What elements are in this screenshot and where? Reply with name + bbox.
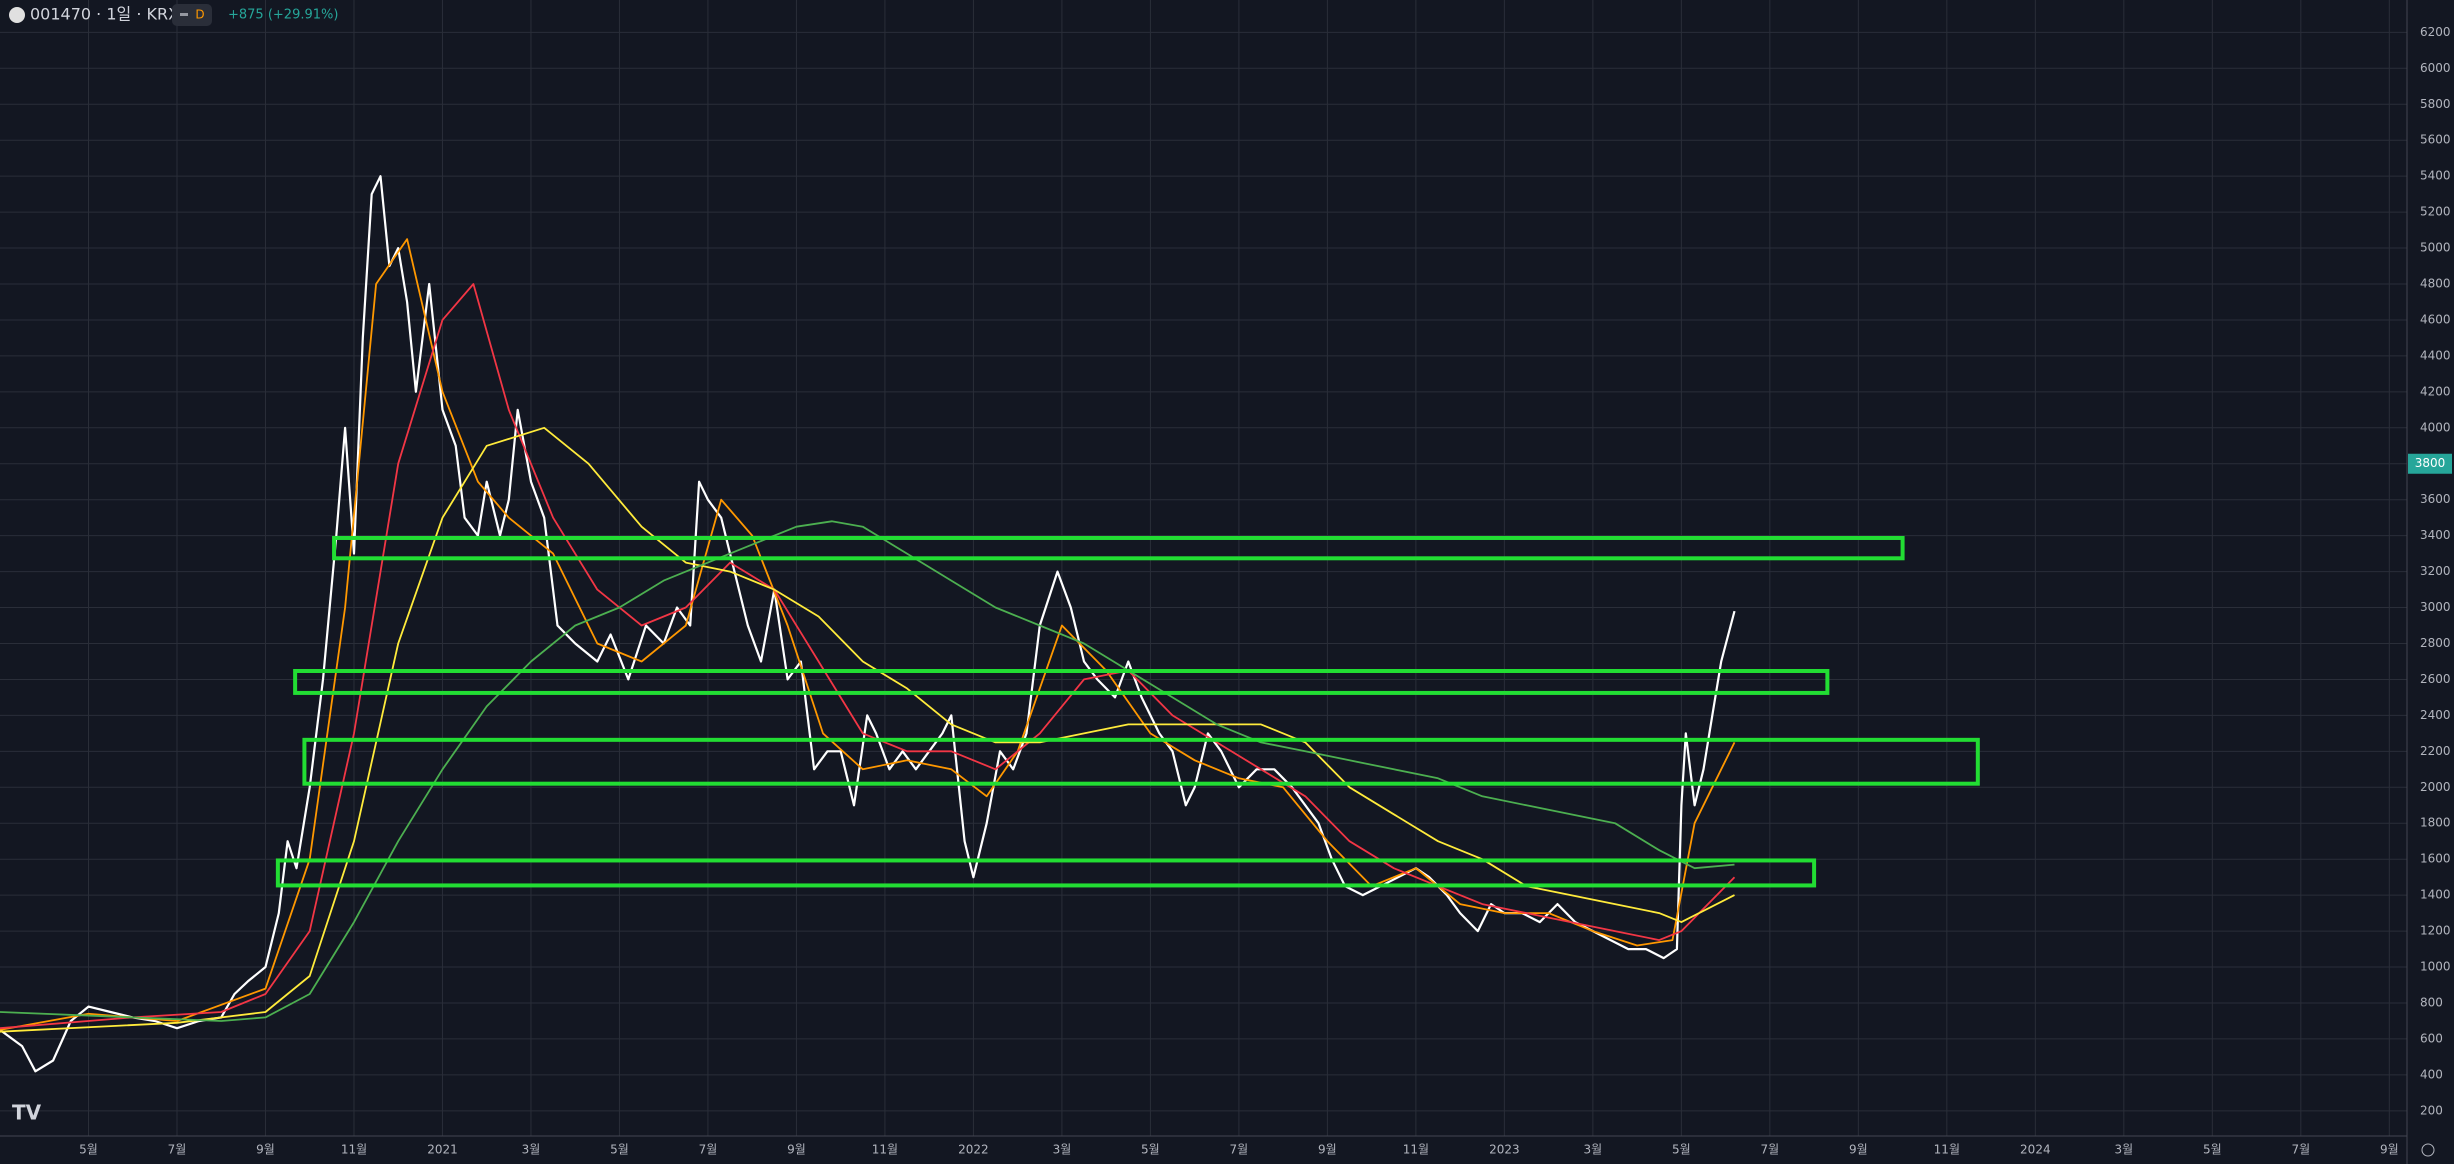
y-tick-label: 4800 <box>2420 277 2451 291</box>
last-price-label: 3800 <box>2415 456 2446 470</box>
y-tick-label: 600 <box>2420 1031 2443 1045</box>
x-tick-label: 7월 <box>168 1143 187 1157</box>
x-tick-label: 3월 <box>2114 1143 2133 1157</box>
grid <box>0 0 2407 1136</box>
x-tick-label: 11월 <box>341 1143 367 1157</box>
y-tick-label: 3200 <box>2420 564 2451 578</box>
price-line <box>0 175 1736 1073</box>
y-tick-label: 1200 <box>2420 924 2451 938</box>
symbol[interactable]: 001470 · 1일 · KRX <box>30 5 179 24</box>
y-tick-label: 3400 <box>2420 528 2451 542</box>
y-tick-label: 5600 <box>2420 133 2451 147</box>
x-tick-label: 5월 <box>1141 1143 1160 1157</box>
x-tick-label: 2021 <box>427 1143 458 1157</box>
x-tick-label: 11월 <box>1934 1143 1960 1157</box>
zone <box>275 858 1817 888</box>
zone <box>302 737 1980 786</box>
y-tick-label: 2400 <box>2420 708 2451 722</box>
x-tick-label: 7월 <box>699 1143 718 1157</box>
y-tick-label: 6000 <box>2420 61 2451 75</box>
x-tick-label: 9월 <box>787 1143 806 1157</box>
badge-icon <box>180 13 188 16</box>
y-tick-label: 800 <box>2420 995 2443 1009</box>
y-tick-label: 5200 <box>2420 205 2451 219</box>
y-tick-label: 4600 <box>2420 312 2451 326</box>
y-tick-label: 5000 <box>2420 241 2451 255</box>
y-tick-label: 4200 <box>2420 384 2451 398</box>
x-tick-label: 5월 <box>79 1143 98 1157</box>
y-tick-label: 6200 <box>2420 25 2451 39</box>
x-tick-label: 5월 <box>2203 1143 2222 1157</box>
y-tick-label: 2600 <box>2420 672 2451 686</box>
x-tick-label: 9월 <box>256 1143 275 1157</box>
y-tick-label: 5400 <box>2420 169 2451 183</box>
y-tick-label: 2800 <box>2420 636 2451 650</box>
x-tick-label: 7월 <box>1230 1143 1249 1157</box>
badge-bg <box>172 4 212 26</box>
y-tick-label: 4000 <box>2420 420 2451 434</box>
y-tick-label: 2000 <box>2420 780 2451 794</box>
x-tick-label: 3월 <box>1053 1143 1072 1157</box>
x-tick-label: 3월 <box>1584 1143 1603 1157</box>
badge: D <box>195 8 204 22</box>
x-tick-label: 2022 <box>958 1143 989 1157</box>
y-tick-label: 3000 <box>2420 600 2451 614</box>
change: +875 (+29.91%) <box>228 8 338 23</box>
y-tick-label: 1000 <box>2420 960 2451 974</box>
y-tick-label: 200 <box>2420 1103 2443 1117</box>
y-tick-label: 1600 <box>2420 852 2451 866</box>
x-tick-label: 9월 <box>1849 1143 1868 1157</box>
x-tick-label: 2023 <box>1489 1143 1520 1157</box>
x-tick-label: 11월 <box>1403 1143 1429 1157</box>
y-tick-label: 1800 <box>2420 816 2451 830</box>
x-tick-label: 5월 <box>1672 1143 1691 1157</box>
x-tick-label: 9월 <box>2380 1143 2399 1157</box>
last-price-box <box>2408 453 2452 474</box>
y-tick-label: 1400 <box>2420 888 2451 902</box>
y-tick-label: 400 <box>2420 1067 2443 1081</box>
price-line <box>0 520 1735 1022</box>
axes: 200 400 600 800 1000 1200 1400 1600 1800 2000 2200… <box>79 25 2452 1157</box>
settings-icon[interactable] <box>2421 1143 2435 1157</box>
y-tick-label: 3600 <box>2420 492 2451 506</box>
price-line <box>0 238 1736 1031</box>
x-tick-label: 11월 <box>872 1143 898 1157</box>
x-tick-label: 2024 <box>2020 1143 2051 1157</box>
y-tick-label: 2200 <box>2420 744 2451 758</box>
x-tick-label: 3월 <box>522 1143 541 1157</box>
x-tick-label: 7월 <box>2291 1143 2310 1157</box>
y-tick-label: 5800 <box>2420 97 2451 111</box>
x-tick-label: 7월 <box>1761 1143 1780 1157</box>
zone <box>293 668 1830 695</box>
x-tick-label: 9월 <box>1318 1143 1337 1157</box>
logo: TV <box>12 1101 42 1125</box>
price-line <box>0 283 1736 1030</box>
plot <box>0 175 1980 1073</box>
x-tick-label: 5월 <box>610 1143 629 1157</box>
y-tick-label: 4400 <box>2420 348 2451 362</box>
symbol-icon[interactable] <box>9 7 25 23</box>
zone <box>332 535 1905 561</box>
